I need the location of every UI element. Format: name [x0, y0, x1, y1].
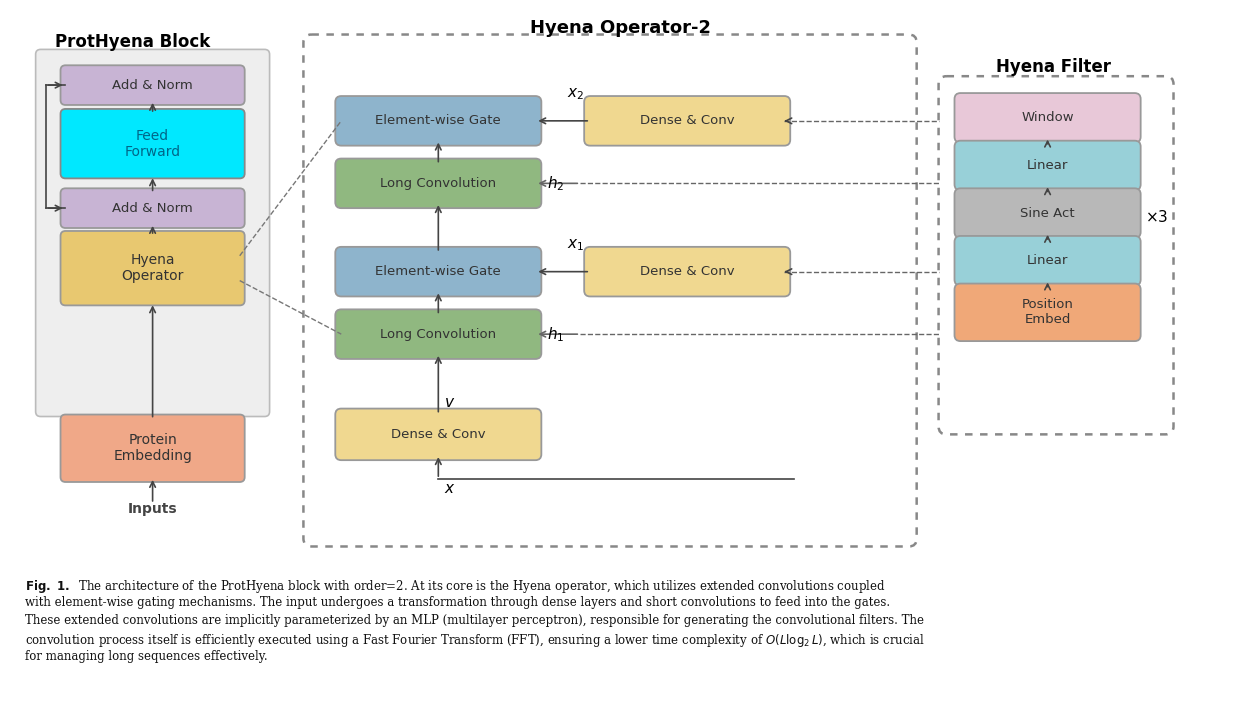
- Text: $\mathbf{Fig.\ 1.}$  The architecture of the ProtHyena block with order=2. At it: $\mathbf{Fig.\ 1.}$ The architecture of …: [25, 579, 886, 596]
- Text: Dense & Conv: Dense & Conv: [391, 428, 486, 441]
- Text: Window: Window: [1021, 111, 1074, 124]
- FancyBboxPatch shape: [36, 50, 270, 416]
- FancyBboxPatch shape: [303, 35, 917, 547]
- Text: ProtHyena Block: ProtHyena Block: [55, 33, 210, 52]
- Text: Long Convolution: Long Convolution: [380, 177, 497, 190]
- Text: $\times 3$: $\times 3$: [1145, 209, 1167, 225]
- Text: $v$: $v$: [445, 395, 456, 410]
- Text: Hyena Filter: Hyena Filter: [996, 58, 1110, 77]
- Text: $h_1$: $h_1$: [548, 325, 565, 344]
- Text: Dense & Conv: Dense & Conv: [640, 114, 734, 128]
- FancyBboxPatch shape: [335, 309, 542, 359]
- FancyBboxPatch shape: [955, 93, 1140, 143]
- FancyBboxPatch shape: [61, 65, 245, 105]
- Text: $x_2$: $x_2$: [568, 86, 584, 102]
- Text: Add & Norm: Add & Norm: [112, 201, 193, 215]
- FancyBboxPatch shape: [939, 76, 1174, 435]
- Text: for managing long sequences effectively.: for managing long sequences effectively.: [25, 649, 267, 663]
- FancyBboxPatch shape: [584, 96, 790, 145]
- Text: Element-wise Gate: Element-wise Gate: [375, 265, 502, 278]
- FancyBboxPatch shape: [61, 189, 245, 228]
- FancyBboxPatch shape: [955, 140, 1140, 190]
- Text: These extended convolutions are implicitly parameterized by an MLP (multilayer p: These extended convolutions are implicit…: [25, 614, 924, 627]
- FancyBboxPatch shape: [955, 284, 1140, 341]
- FancyBboxPatch shape: [955, 189, 1140, 238]
- Text: Linear: Linear: [1027, 255, 1068, 267]
- FancyBboxPatch shape: [335, 96, 542, 145]
- Text: Long Convolution: Long Convolution: [380, 328, 497, 340]
- Text: Linear: Linear: [1027, 159, 1068, 172]
- FancyBboxPatch shape: [61, 231, 245, 306]
- Text: Inputs: Inputs: [128, 502, 178, 515]
- Text: Sine Act: Sine Act: [1020, 206, 1074, 220]
- Text: convolution process itself is efficiently executed using a Fast Fourier Transfor: convolution process itself is efficientl…: [25, 632, 925, 649]
- Text: Feed
Forward: Feed Forward: [124, 128, 180, 159]
- FancyBboxPatch shape: [61, 109, 245, 179]
- Text: Position
Embed: Position Embed: [1022, 298, 1073, 326]
- Text: Protein
Embedding: Protein Embedding: [113, 433, 193, 464]
- FancyBboxPatch shape: [335, 408, 542, 460]
- Text: $x$: $x$: [445, 481, 456, 496]
- Text: Hyena
Operator: Hyena Operator: [122, 253, 184, 284]
- FancyBboxPatch shape: [335, 247, 542, 296]
- FancyBboxPatch shape: [584, 247, 790, 296]
- Text: with element-wise gating mechanisms. The input undergoes a transformation throug: with element-wise gating mechanisms. The…: [25, 596, 889, 609]
- Text: $h_2$: $h_2$: [548, 174, 565, 193]
- Text: Add & Norm: Add & Norm: [112, 79, 193, 91]
- FancyBboxPatch shape: [955, 236, 1140, 286]
- Text: $x_1$: $x_1$: [568, 237, 584, 252]
- Text: Hyena Operator-2: Hyena Operator-2: [529, 18, 710, 37]
- Text: Element-wise Gate: Element-wise Gate: [375, 114, 502, 128]
- FancyBboxPatch shape: [61, 415, 245, 482]
- Text: Dense & Conv: Dense & Conv: [640, 265, 734, 278]
- FancyBboxPatch shape: [335, 159, 542, 208]
